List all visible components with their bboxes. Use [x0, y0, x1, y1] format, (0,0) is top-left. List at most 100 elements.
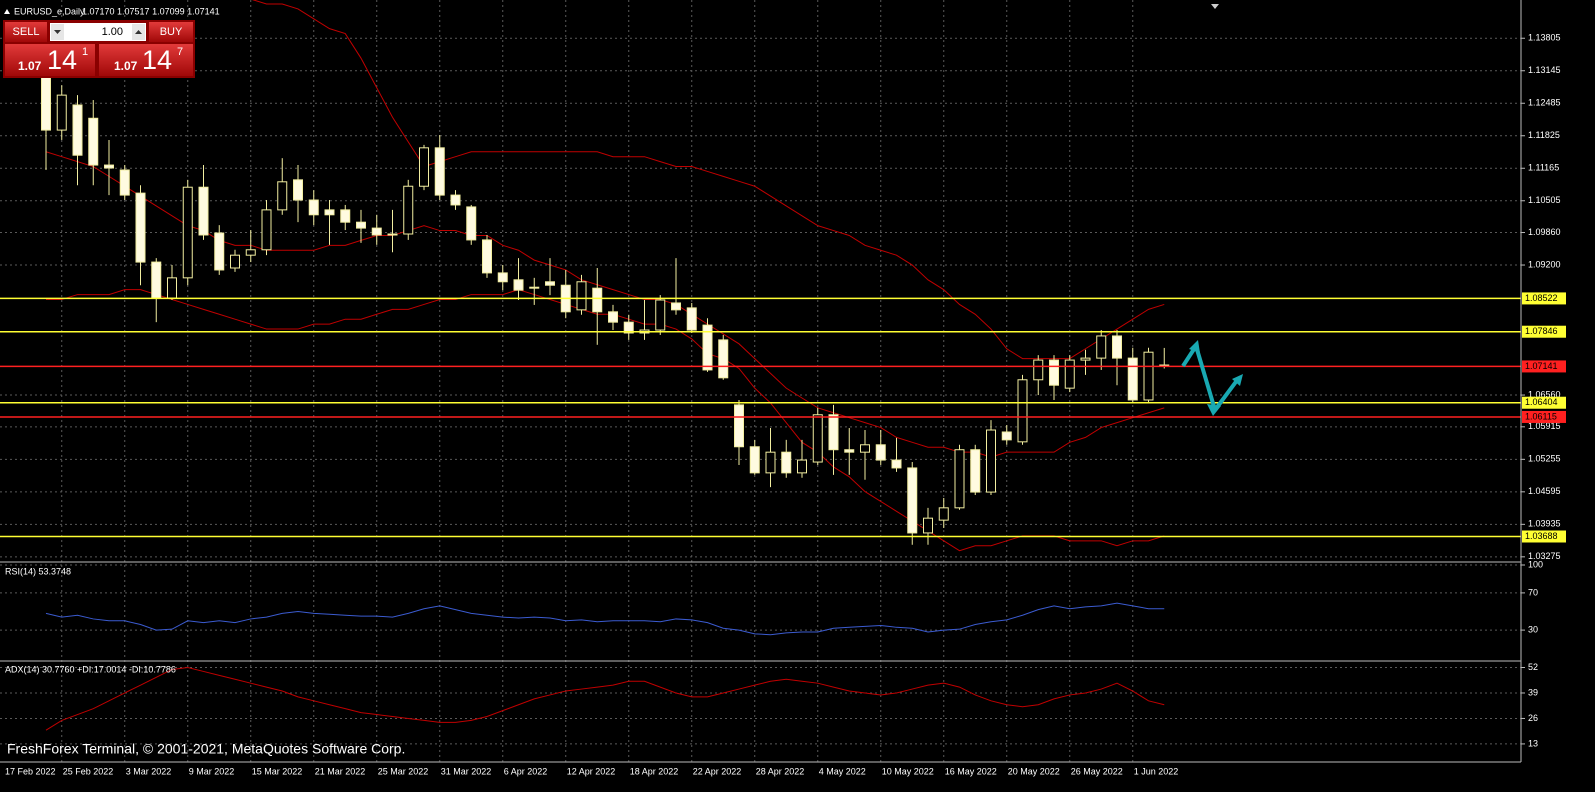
candle-body — [245, 249, 256, 256]
sell-label: SELL — [13, 26, 40, 38]
y-tick-label: 1.12485 — [1528, 98, 1561, 108]
collapse-icon[interactable] — [4, 9, 10, 14]
level-label: 1.06404 — [1525, 397, 1558, 407]
ask-pips: 14 — [142, 45, 172, 75]
candle-body — [419, 147, 429, 187]
candle-body — [1033, 359, 1044, 381]
candle-body — [403, 185, 414, 235]
candle-body — [356, 221, 366, 229]
indicator-title: ADX(14) 30.7760 +DI:17.0014 -DI:10.7786 — [5, 664, 176, 674]
level-label: 1.07141 — [1525, 361, 1558, 371]
candle-body — [1143, 351, 1154, 401]
forecast-arrow-head — [1207, 404, 1221, 416]
candle-body — [970, 449, 981, 493]
candle-body — [812, 414, 823, 463]
lot-value: 1.00 — [102, 26, 123, 38]
forecast-arrow — [1181, 344, 1240, 412]
y-tick-label: 1.13145 — [1528, 65, 1561, 75]
y-tick-label: 1.13805 — [1528, 33, 1561, 43]
down-icon — [54, 30, 61, 34]
candle-body — [135, 192, 146, 263]
candle-body — [1127, 357, 1138, 401]
x-tick-label: 1 Jun 2022 — [1134, 766, 1179, 776]
ohlc-label: 1.07170 1.07517 1.07099 1.07141 — [82, 6, 220, 16]
candle-body — [41, 74, 51, 131]
level-label: 1.07846 — [1525, 326, 1558, 336]
x-tick-label: 25 Mar 2022 — [378, 766, 429, 776]
buy-button[interactable] — [149, 22, 193, 42]
y-tick-label: 26 — [1528, 713, 1538, 723]
level-tag — [1522, 292, 1566, 305]
y-tick-label: 1.05915 — [1528, 421, 1561, 431]
buy-label: BUY — [160, 26, 183, 38]
grid-layer — [0, 0, 1525, 762]
candle-body — [1049, 359, 1059, 386]
lot-input[interactable] — [50, 23, 146, 41]
forecast-arrow-head — [1232, 374, 1243, 386]
candle-body — [891, 459, 902, 469]
y-tick-label: 1.10505 — [1528, 195, 1561, 205]
y-tick-label: 1.04595 — [1528, 486, 1561, 496]
candle-body — [119, 169, 130, 196]
indicator-title: RSI(14) 53.3748 — [5, 566, 71, 576]
candle-body — [261, 209, 272, 251]
shift-marker — [1211, 4, 1219, 9]
bid-box[interactable] — [5, 44, 95, 76]
data-layer — [0, 0, 1521, 731]
candle-body — [482, 239, 492, 274]
candle-body — [340, 209, 351, 223]
candle-body — [608, 311, 618, 323]
candle-body — [371, 227, 382, 236]
x-tick-label: 15 Mar 2022 — [252, 766, 303, 776]
candle-body — [907, 467, 918, 534]
candle-body — [923, 517, 933, 534]
bid-pips: 14 — [47, 45, 77, 75]
candle-body — [781, 451, 792, 474]
level-tag — [1522, 530, 1566, 543]
candle-body — [734, 404, 744, 448]
x-tick-label: 12 Apr 2022 — [567, 766, 616, 776]
x-tick-label: 18 Apr 2022 — [630, 766, 679, 776]
candle-body — [702, 324, 713, 371]
sell-button[interactable] — [5, 22, 47, 42]
candle-body — [671, 302, 681, 311]
candle-body — [623, 321, 634, 334]
candle-body — [72, 104, 83, 156]
indicator-line — [45, 667, 1165, 731]
x-tick-label: 3 Mar 2022 — [126, 766, 172, 776]
bid-big-figure: 1.07 — [18, 59, 42, 73]
candle-body — [655, 299, 666, 331]
y-tick-label: 1.03275 — [1528, 551, 1561, 561]
x-tick-label: 20 May 2022 — [1008, 766, 1060, 776]
band-line — [46, 289, 1165, 552]
candle-body — [765, 451, 776, 474]
candle-body — [576, 281, 587, 311]
candle-body — [860, 444, 870, 453]
y-tick-label: 52 — [1528, 662, 1538, 672]
ask-fraction: 7 — [177, 46, 183, 58]
x-tick-label: 25 Feb 2022 — [63, 766, 114, 776]
candle-body — [277, 181, 288, 211]
one-click-panel: SELL 1.00 BUY 1.07 14 1 1.07 14 7 — [3, 20, 195, 78]
x-tick-label: 10 May 2022 — [882, 766, 934, 776]
candle-body — [104, 164, 114, 169]
candle-body — [324, 209, 335, 216]
symbol-label: EURUSD_e,Daily — [14, 6, 85, 16]
candle-body — [450, 194, 461, 206]
x-tick-label: 9 Mar 2022 — [189, 766, 235, 776]
level-label: 1.03688 — [1525, 531, 1558, 541]
candle-body — [293, 179, 303, 201]
y-tick-label: 30 — [1528, 624, 1538, 634]
candle-body — [56, 94, 67, 131]
candle-body — [214, 232, 225, 271]
ask-big-figure: 1.07 — [114, 59, 138, 73]
candle-body — [718, 339, 729, 379]
bid-fraction: 1 — [82, 46, 88, 58]
indicator-line — [45, 602, 1165, 636]
ask-box[interactable] — [99, 44, 193, 76]
level-label: 1.08522 — [1525, 293, 1558, 303]
y-tick-label: 1.06560 — [1528, 389, 1561, 399]
candle-body — [198, 186, 209, 236]
up-icon — [135, 30, 142, 34]
